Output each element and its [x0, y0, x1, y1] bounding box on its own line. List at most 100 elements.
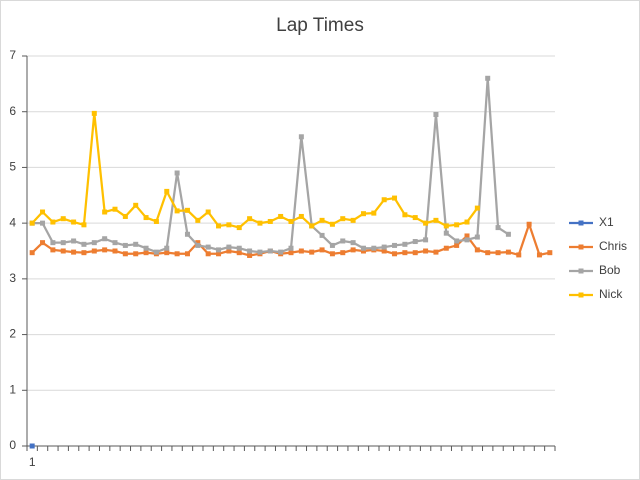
point-marker	[319, 232, 325, 238]
legend-label: Chris	[599, 239, 627, 253]
point-marker	[340, 250, 346, 256]
point-marker	[319, 247, 325, 253]
point-marker	[329, 221, 335, 227]
point-marker	[205, 209, 211, 215]
point-marker	[298, 248, 304, 254]
point-marker	[278, 213, 284, 219]
point-marker	[485, 75, 491, 81]
point-marker	[112, 248, 118, 254]
point-marker	[133, 241, 139, 247]
point-marker	[402, 212, 408, 218]
point-marker	[236, 225, 242, 231]
point-marker	[257, 220, 263, 226]
point-marker	[195, 240, 201, 246]
point-marker	[464, 237, 470, 243]
point-marker	[257, 249, 263, 255]
point-marker	[505, 249, 511, 255]
point-marker	[340, 216, 346, 222]
chart-title: Lap Times	[276, 15, 364, 36]
point-marker	[454, 222, 460, 228]
point-marker	[402, 250, 408, 256]
point-marker	[71, 249, 77, 255]
point-marker	[329, 251, 335, 257]
point-marker	[536, 252, 542, 258]
point-marker	[71, 238, 77, 244]
point-marker	[164, 245, 170, 251]
point-marker	[133, 251, 139, 257]
point-marker	[174, 208, 180, 214]
point-marker	[60, 248, 66, 254]
y-tick-label: 3	[9, 271, 16, 285]
point-marker	[392, 195, 398, 201]
point-marker	[226, 222, 232, 228]
point-marker	[454, 242, 460, 248]
point-marker	[247, 248, 253, 254]
point-marker	[112, 240, 118, 246]
point-marker	[236, 250, 242, 256]
y-tick-label: 6	[9, 104, 16, 118]
point-marker	[91, 110, 97, 116]
point-marker	[174, 170, 180, 176]
point-marker	[360, 248, 366, 254]
point-marker	[485, 250, 491, 256]
point-marker	[474, 247, 480, 253]
point-marker	[298, 134, 304, 140]
point-marker	[153, 249, 159, 255]
point-marker	[309, 249, 315, 255]
point-marker	[495, 250, 501, 256]
point-marker	[526, 221, 532, 227]
point-marker	[298, 213, 304, 219]
point-marker	[50, 219, 56, 225]
point-marker	[247, 216, 253, 222]
point-marker	[267, 218, 273, 224]
point-marker	[40, 240, 46, 246]
point-marker	[392, 242, 398, 248]
point-marker	[143, 245, 149, 251]
point-marker	[319, 217, 325, 223]
point-marker	[474, 205, 480, 211]
point-marker	[288, 218, 294, 224]
point-marker	[174, 251, 180, 257]
y-tick-label: 2	[9, 327, 16, 341]
point-marker	[360, 211, 366, 217]
point-marker	[184, 251, 190, 257]
point-marker	[50, 240, 56, 246]
point-marker	[102, 247, 108, 253]
point-marker	[433, 249, 439, 255]
point-marker	[102, 236, 108, 242]
point-marker	[443, 230, 449, 236]
y-tick-label: 5	[9, 160, 16, 174]
point-marker	[329, 242, 335, 248]
legend-marker	[578, 292, 584, 298]
legend-label: Nick	[599, 287, 623, 301]
point-marker	[402, 241, 408, 247]
point-marker	[184, 207, 190, 213]
point-marker	[309, 223, 315, 229]
point-marker	[443, 223, 449, 229]
point-marker	[288, 245, 294, 251]
point-marker	[288, 250, 294, 256]
point-marker	[464, 219, 470, 225]
point-marker	[371, 245, 377, 251]
point-marker	[153, 218, 159, 224]
point-marker	[81, 241, 87, 247]
point-marker	[495, 225, 501, 231]
legend-marker	[578, 244, 584, 250]
point-marker	[547, 250, 553, 256]
point-marker	[423, 248, 429, 254]
point-marker	[516, 252, 522, 258]
point-marker	[433, 217, 439, 223]
point-marker	[443, 245, 449, 251]
point-marker	[81, 250, 87, 256]
point-marker	[340, 238, 346, 244]
point-marker	[81, 222, 87, 228]
y-tick-label: 0	[9, 438, 16, 452]
point-marker	[267, 248, 273, 254]
x-tick-label: 1	[29, 455, 36, 469]
point-marker	[71, 219, 77, 225]
point-marker	[360, 245, 366, 251]
point-marker	[143, 250, 149, 256]
point-marker	[112, 206, 118, 212]
